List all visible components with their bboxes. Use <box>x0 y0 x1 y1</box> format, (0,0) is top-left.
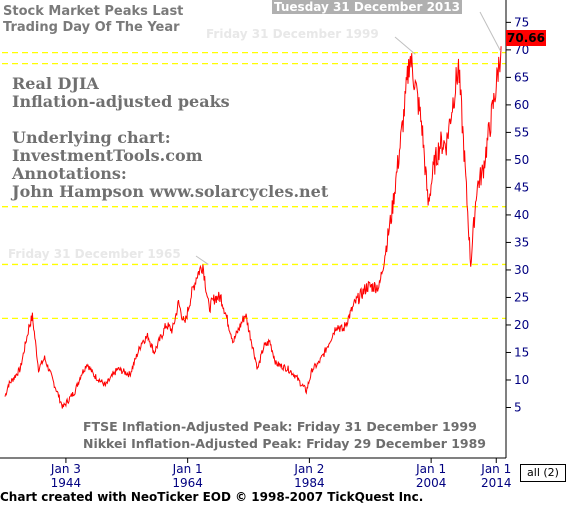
x-tick-label: Jan 1 <box>172 462 203 476</box>
info-line-4: Underlying chart: <box>12 128 171 147</box>
leader-2013 <box>479 11 501 52</box>
y-tick-label: 10 <box>514 373 529 387</box>
y-tick-label: 40 <box>514 208 529 222</box>
info-box: Real DJIA Inflation-adjusted peaks Under… <box>8 73 332 203</box>
y-tick-label: 15 <box>514 345 529 359</box>
x-tick-label: Jan 3 <box>50 462 81 476</box>
info-line-1: Real DJIA <box>12 74 99 93</box>
nikkei-peak-note: Nikkei Inflation-Adjusted Peak: Friday 2… <box>83 436 487 451</box>
chart-title: Stock Market Peaks Last Trading Day Of T… <box>0 2 188 39</box>
peak-lines <box>2 51 506 320</box>
leader-1999 <box>394 36 416 55</box>
y-tick-label: 65 <box>514 70 529 84</box>
x-tick-label: Jan 1 <box>415 462 446 476</box>
info-line-6: Annotations: <box>12 164 127 183</box>
x-tick-year: 1984 <box>294 476 325 490</box>
chart-area: 5 10 15 20 25 30 35 40 45 50 55 60 65 70 75 Jan 3 1944 Ja… <box>0 0 529 490</box>
info-line-5: InvestmentTools.com <box>12 146 203 165</box>
x-tick-label: Jan 1 <box>480 462 511 476</box>
x-tick-year: 2014 <box>481 476 512 490</box>
x-tick-year: 2004 <box>416 476 447 490</box>
x-tick-year: 1944 <box>51 476 82 490</box>
y-tick-label: 25 <box>514 290 529 304</box>
chart-title-line-2: Trading Day Of The Year <box>3 20 180 35</box>
y-tick-label: 75 <box>514 15 529 29</box>
y-tick-label: 35 <box>514 235 529 249</box>
info-line-2: Inflation-adjusted peaks <box>12 92 230 111</box>
annotation-peak-1965: Friday 31 December 1965 <box>8 247 181 261</box>
info-line-3 <box>12 111 328 129</box>
leader-1965 <box>195 255 209 265</box>
y-tick-label: 30 <box>514 263 529 277</box>
y-tick-label: 55 <box>514 125 529 139</box>
y-tick-label: 45 <box>514 180 529 194</box>
annotation-leaders <box>195 11 501 265</box>
all-range-button[interactable]: all (2) <box>520 464 566 482</box>
y-tick-label: 5 <box>514 400 522 414</box>
y-tick-label: 60 <box>514 98 529 112</box>
footer-credit: Chart created with NeoTicker EOD © 1998-… <box>0 490 424 504</box>
ftse-peak-note: FTSE Inflation-Adjusted Peak: Friday 31 … <box>83 419 477 434</box>
y-tick-label: 70 <box>514 43 529 57</box>
x-tick-year: 1964 <box>172 476 203 490</box>
index-peaks-note: FTSE Inflation-Adjusted Peak: Friday 31 … <box>80 417 490 453</box>
y-tick-label: 20 <box>514 318 529 332</box>
annotation-peak-2013: Tuesday 31 December 2013 <box>272 0 462 14</box>
last-price-label: 70.66 <box>506 30 546 46</box>
x-tick-label: Jan 2 <box>293 462 324 476</box>
series-line-real-djia <box>4 46 502 409</box>
info-line-7: John Hampson www.solarcycles.net <box>12 182 329 201</box>
chart-title-line-1: Stock Market Peaks Last <box>3 4 184 19</box>
series-group <box>4 46 502 409</box>
annotation-peak-1999: Friday 31 December 1999 <box>206 27 379 41</box>
y-tick-label: 50 <box>514 153 529 167</box>
